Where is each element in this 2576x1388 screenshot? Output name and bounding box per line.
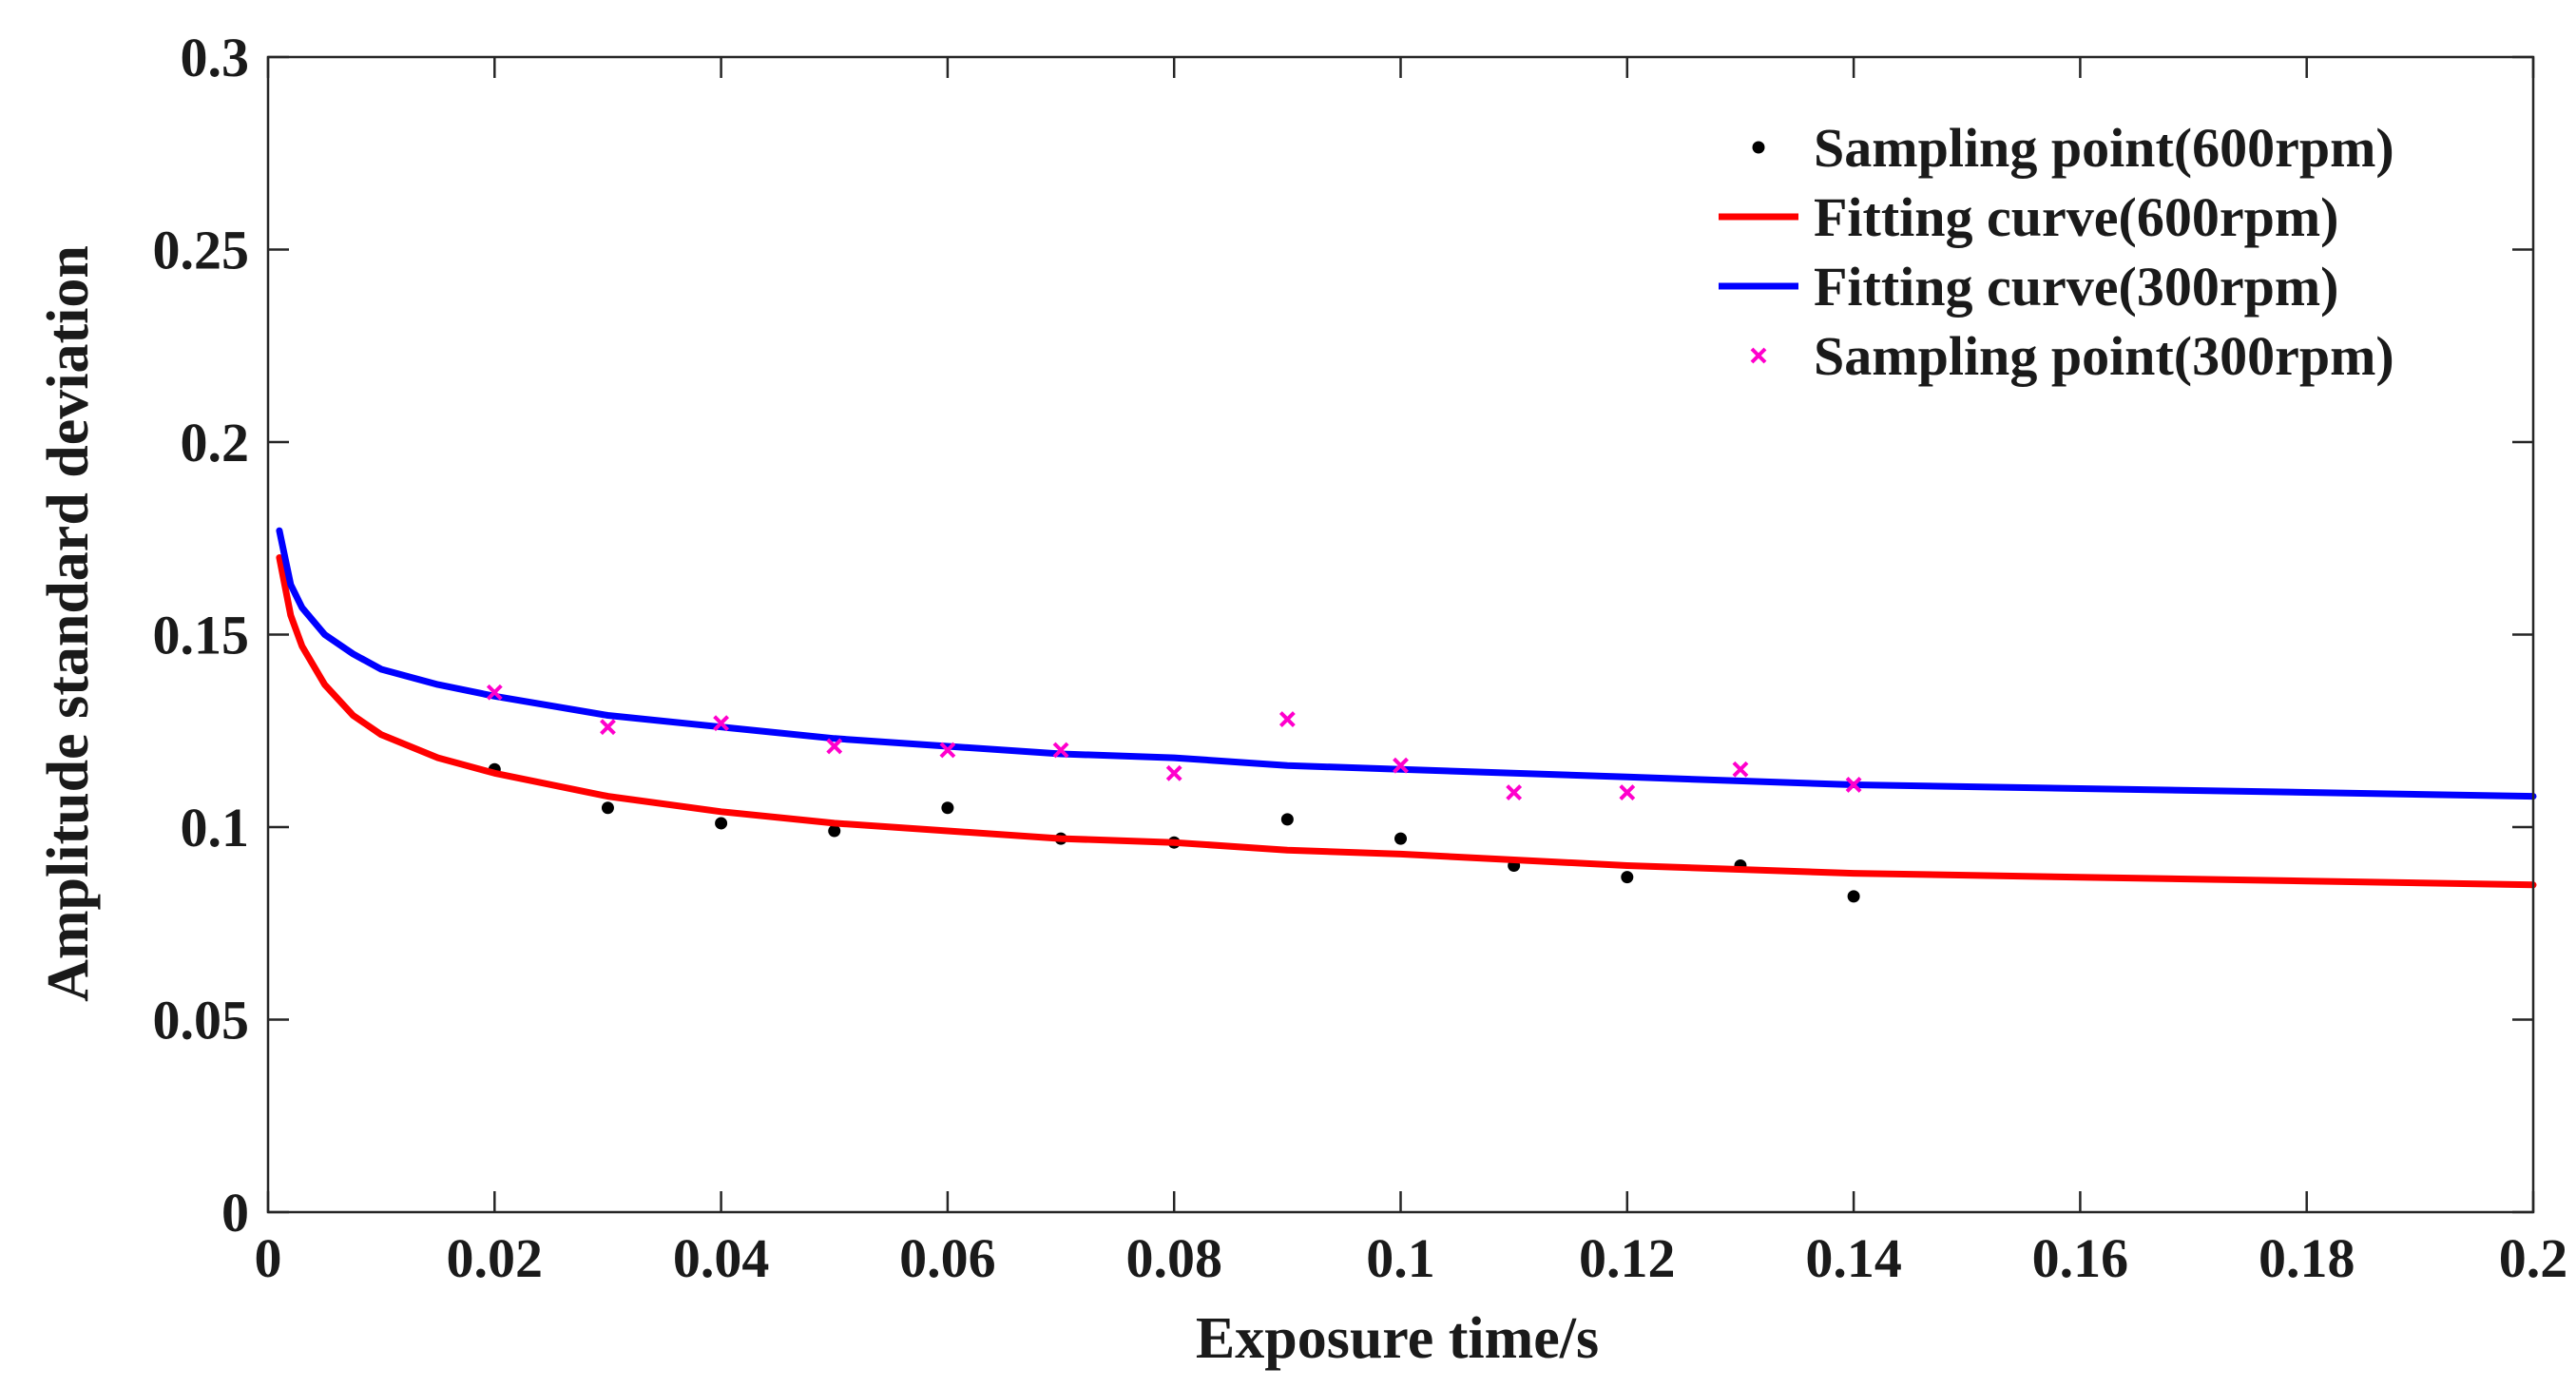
data-point-3-8 bbox=[1393, 757, 1409, 774]
data-point-0-7 bbox=[1280, 813, 1294, 826]
y-tick-label: 0.3 bbox=[181, 27, 250, 88]
y-tick-label: 0.15 bbox=[153, 605, 250, 666]
y-tick-label: 0.1 bbox=[181, 797, 250, 858]
y-tick-label: 0.05 bbox=[153, 990, 250, 1051]
x-tick-label: 0.1 bbox=[1366, 1227, 1435, 1289]
y-axis-title: Amplitude standard deviation bbox=[36, 245, 101, 1002]
legend-label-0: Sampling point(600rpm) bbox=[1814, 117, 2394, 179]
data-point-0-2 bbox=[715, 817, 728, 830]
data-point-0-1 bbox=[601, 801, 614, 815]
data-point-3-7 bbox=[1278, 711, 1296, 728]
legend: Sampling point(600rpm) Fitting curve(600r… bbox=[1719, 117, 2394, 387]
data-point-3-2 bbox=[713, 715, 730, 732]
data-point-3-1 bbox=[600, 719, 616, 736]
legend-label-1: Fitting curve(600rpm) bbox=[1814, 186, 2338, 248]
data-point-0-8 bbox=[1394, 832, 1407, 845]
data-point-3-10 bbox=[1619, 784, 1636, 800]
data-point-3-5 bbox=[1052, 742, 1069, 759]
legend-swatch-0 bbox=[1752, 141, 1765, 154]
axes: 0 0.02 0.04 0.06 0.08 0.1 0.12 0.14 0.16 0.18 0.2 0… bbox=[153, 27, 2568, 1289]
data-point-3-11 bbox=[1732, 761, 1749, 778]
data-point-0-3 bbox=[828, 824, 841, 838]
data-point-0-12 bbox=[1847, 890, 1860, 903]
y-tick-label: 0 bbox=[221, 1182, 249, 1243]
data-point-0-10 bbox=[1621, 871, 1634, 884]
data-point-3-9 bbox=[1506, 784, 1523, 800]
x-tick-label: 0.12 bbox=[1579, 1227, 1676, 1289]
plot-area bbox=[276, 527, 2537, 903]
x-tick-label: 0.2 bbox=[2499, 1227, 2568, 1289]
data-point-3-4 bbox=[939, 742, 956, 759]
x-tick-label: 0.08 bbox=[1125, 1227, 1222, 1289]
series-line-1 bbox=[276, 554, 2537, 889]
data-point-0-4 bbox=[941, 801, 954, 815]
legend-label-3: Sampling point(300rpm) bbox=[1814, 325, 2394, 387]
data-point-3-0 bbox=[486, 684, 503, 701]
x-tick-label: 0 bbox=[255, 1227, 282, 1289]
y-tick-label: 0.2 bbox=[181, 412, 250, 473]
data-point-3-3 bbox=[826, 738, 843, 755]
x-axis-title: Exposure time/s bbox=[1196, 1306, 1599, 1371]
x-tick-label: 0.04 bbox=[673, 1227, 770, 1289]
data-point-3-12 bbox=[1845, 777, 1862, 793]
x-tick-label: 0.02 bbox=[447, 1227, 544, 1289]
y-tick-label: 0.25 bbox=[153, 220, 250, 281]
x-tick-label: 0.06 bbox=[899, 1227, 996, 1289]
legend-swatch-3 bbox=[1750, 347, 1767, 364]
x-tick-label: 0.16 bbox=[2032, 1227, 2129, 1289]
legend-label-2: Fitting curve(300rpm) bbox=[1814, 256, 2338, 318]
data-point-3-6 bbox=[1165, 764, 1182, 781]
x-tick-label: 0.18 bbox=[2259, 1227, 2355, 1289]
series-line-2 bbox=[276, 527, 2537, 800]
x-tick-label: 0.14 bbox=[1805, 1227, 1902, 1289]
